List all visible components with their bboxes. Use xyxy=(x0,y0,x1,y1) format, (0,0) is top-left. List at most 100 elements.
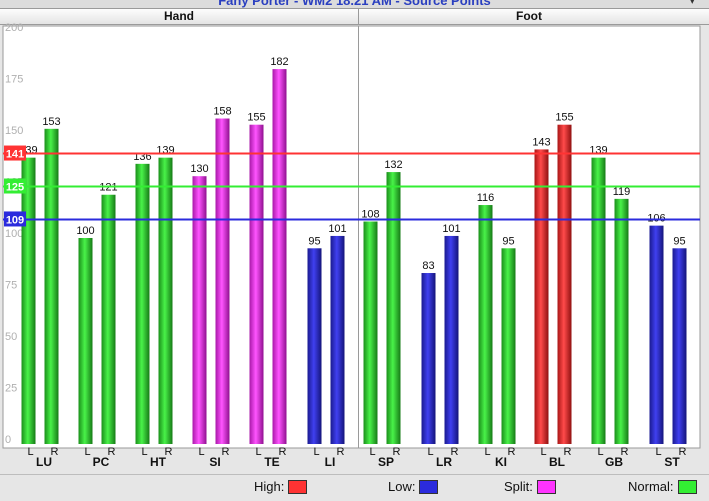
legend-label-low: Low: xyxy=(388,479,416,494)
side-label-ki-r: R xyxy=(508,446,516,458)
data-label-sp-r: 132 xyxy=(384,159,402,171)
bar-ki-l xyxy=(478,205,493,444)
reference-value-low: 109 xyxy=(6,214,24,226)
chevron-down-icon[interactable]: ▾ xyxy=(689,0,695,7)
bar-si-r xyxy=(215,118,230,445)
side-label-gb-r: R xyxy=(621,446,629,458)
data-label-st-r: 95 xyxy=(673,235,685,247)
y-tick-label-75: 75 xyxy=(5,280,17,292)
reference-tag-high xyxy=(4,145,26,161)
category-label-sp: SP xyxy=(378,455,394,469)
y-tick-label-100: 100 xyxy=(5,228,23,240)
data-label-pc-l: 100 xyxy=(76,225,94,237)
legend-swatch-high xyxy=(288,479,308,494)
data-label-lr-l: 83 xyxy=(422,260,434,272)
side-label-pc-l: L xyxy=(84,446,90,458)
category-label-ki: KI xyxy=(495,455,507,469)
reference-tag-low xyxy=(4,211,26,227)
data-label-lr-r: 101 xyxy=(442,223,460,235)
data-label-li-r: 101 xyxy=(328,223,346,235)
legend-swatch-normal xyxy=(677,479,697,494)
side-label-ki-l: L xyxy=(484,446,490,458)
data-label-li-l: 95 xyxy=(308,235,320,247)
bar-gb-l xyxy=(591,157,606,444)
y-tick-label-25: 25 xyxy=(5,383,17,395)
category-label-li: LI xyxy=(325,455,336,469)
side-label-te-l: L xyxy=(255,446,261,458)
data-label-ki-r: 95 xyxy=(502,235,514,247)
side-label-st-r: R xyxy=(679,446,687,458)
category-label-pc: PC xyxy=(93,455,110,469)
bar-lr-r xyxy=(444,235,459,444)
data-label-si-l: 130 xyxy=(190,163,208,175)
legend-item-split: Split: xyxy=(504,479,556,494)
category-label-ht: HT xyxy=(150,455,167,469)
side-label-pc-r: R xyxy=(108,446,116,458)
side-label-bl-l: L xyxy=(540,446,546,458)
side-label-bl-r: R xyxy=(564,446,572,458)
data-label-gb-l: 139 xyxy=(589,145,607,157)
bar-bl-r xyxy=(557,124,572,444)
bar-chart: 0255075100125150175200139L153RLU100L121R… xyxy=(2,22,701,469)
side-label-li-r: R xyxy=(337,446,345,458)
side-label-si-l: L xyxy=(198,446,204,458)
side-label-te-r: R xyxy=(279,446,287,458)
data-label-sp-l: 108 xyxy=(361,209,379,221)
bar-si-l xyxy=(192,176,207,444)
data-label-gb-r: 119 xyxy=(613,186,631,198)
bar-lu-l xyxy=(21,157,36,444)
category-label-lr: LR xyxy=(436,455,452,469)
bar-lr-l xyxy=(421,273,436,444)
window-titlebar: Fany Porter - WM2 18.21 AM - Source Poin… xyxy=(0,0,709,9)
data-label-ki-l: 116 xyxy=(477,192,495,204)
bar-li-r xyxy=(330,235,345,444)
bar-sp-r xyxy=(386,172,401,444)
side-label-lu-r: R xyxy=(51,446,59,458)
side-label-gb-l: L xyxy=(597,446,603,458)
side-label-sp-r: R xyxy=(393,446,401,458)
y-tick-label-0: 0 xyxy=(5,434,11,446)
category-label-lu: LU xyxy=(36,455,52,469)
bar-sp-l xyxy=(363,221,378,444)
bar-gb-r xyxy=(614,198,629,444)
y-tick-label-200: 200 xyxy=(5,22,23,34)
legend-swatch-low xyxy=(419,479,439,494)
category-label-bl: BL xyxy=(549,455,565,469)
side-label-lu-l: L xyxy=(27,446,33,458)
bar-pc-r xyxy=(101,194,116,444)
data-label-te-l: 155 xyxy=(247,112,265,124)
side-label-li-l: L xyxy=(313,446,319,458)
data-label-bl-l: 143 xyxy=(532,136,550,148)
reference-value-normal: 125 xyxy=(6,182,24,194)
reference-value-high: 141 xyxy=(6,149,24,161)
bar-ht-r xyxy=(158,157,173,444)
data-label-si-r: 158 xyxy=(213,106,231,118)
y-tick-label-50: 50 xyxy=(5,331,17,343)
data-label-te-r: 182 xyxy=(270,56,288,68)
legend-item-low: Low: xyxy=(388,479,439,494)
legend-label-high: High: xyxy=(254,479,285,494)
data-label-pc-r: 121 xyxy=(99,182,117,194)
bar-li-l xyxy=(307,248,322,444)
bar-ki-r xyxy=(501,248,516,444)
category-label-te: TE xyxy=(264,455,279,469)
bar-ht-l xyxy=(135,163,150,444)
y-tick-label-175: 175 xyxy=(5,74,23,86)
side-label-si-r: R xyxy=(222,446,230,458)
panel-title-hand: Hand xyxy=(164,9,194,23)
bar-te-r xyxy=(272,69,287,444)
side-label-lr-l: L xyxy=(427,446,433,458)
legend-item-normal: Normal: xyxy=(628,479,697,494)
data-label-ht-r: 139 xyxy=(156,145,174,157)
panel-header-divider xyxy=(358,9,359,25)
reference-tag-normal xyxy=(4,178,26,194)
category-label-si: SI xyxy=(209,455,220,469)
side-label-sp-l: L xyxy=(369,446,375,458)
side-label-lr-r: R xyxy=(451,446,459,458)
window-title: Fany Porter - WM2 18.21 AM - Source Poin… xyxy=(218,0,491,8)
legend-label-normal: Normal: xyxy=(628,479,674,494)
side-label-ht-r: R xyxy=(165,446,173,458)
y-tick-label-150: 150 xyxy=(5,125,23,137)
plot-area xyxy=(2,25,701,449)
side-label-st-l: L xyxy=(655,446,661,458)
